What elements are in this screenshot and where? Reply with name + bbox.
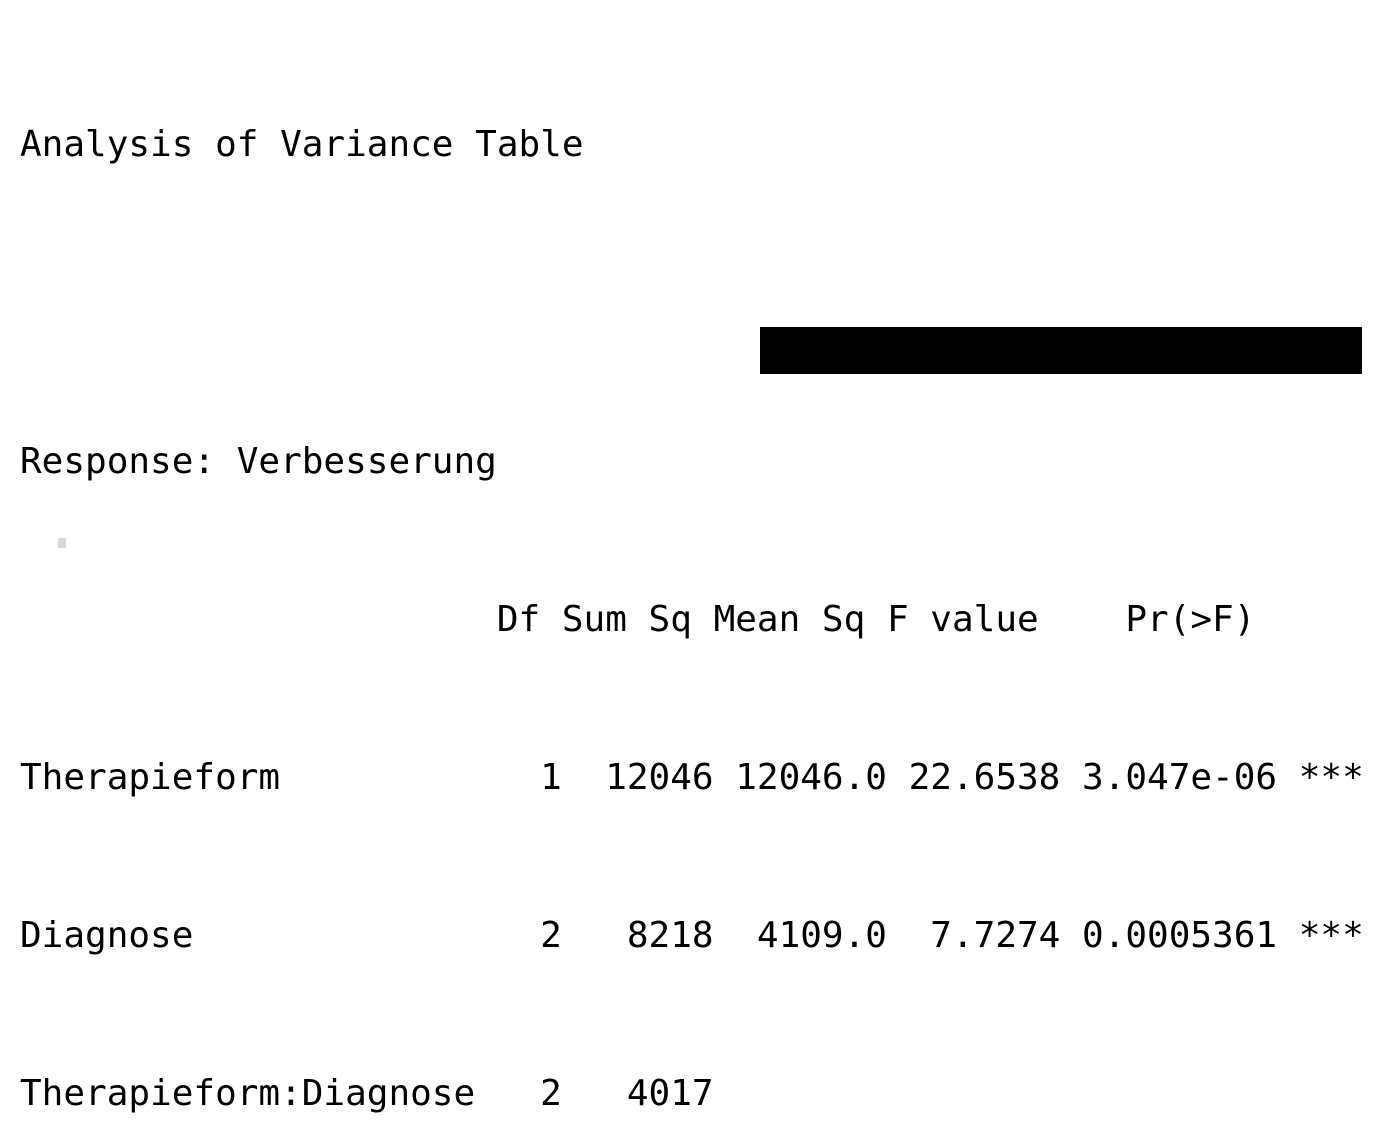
anova-title: Analysis of Variance Table (20, 124, 584, 166)
table-row-therapieform: Therapieform 1 12046 12046.0 22.6538 3.0… (20, 756, 1364, 798)
response-line: Response: Verbesserung (20, 440, 497, 482)
table-row-diagnose: Diagnose 2 8218 4109.0 7.7274 0.0005361 … (20, 914, 1364, 956)
anova-output: Analysis of Variance Table Response: Ver… (20, 14, 1364, 1148)
table-row-interaction: Therapieform:Diagnose 2 4017 (20, 1072, 714, 1114)
blank-line (20, 278, 1364, 331)
cursor-mark (58, 538, 66, 548)
table-header: Df Sum Sq Mean Sq F value Pr(>F) (20, 598, 1343, 640)
redaction-block (760, 327, 1362, 374)
